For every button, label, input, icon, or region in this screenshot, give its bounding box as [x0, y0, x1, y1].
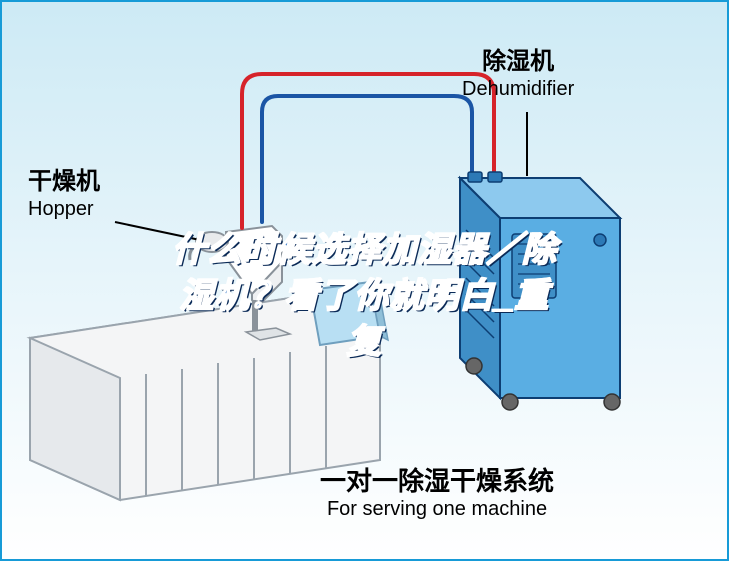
label-system: 一对一除湿干燥系统 For serving one machine: [320, 466, 554, 521]
label-dehumidifier: 除湿机 Dehumidifier: [462, 48, 574, 101]
overlay-title-line1: 什么时候选择加湿器／除: [0, 222, 729, 271]
pipe-port-icon: [468, 172, 482, 182]
pipe-blue: [262, 96, 472, 222]
label-system-cn: 一对一除湿干燥系统: [320, 466, 554, 497]
caster-icon: [604, 394, 620, 410]
overlay-title-line2: 湿机？看了你就明白_重: [0, 268, 729, 317]
pipe-port-icon: [488, 172, 502, 182]
label-system-en: For serving one machine: [320, 497, 554, 521]
label-hopper: 干燥机 Hopper: [28, 168, 100, 221]
label-dehumidifier-en: Dehumidifier: [462, 77, 574, 101]
label-dehumidifier-cn: 除湿机: [462, 48, 574, 77]
overlay-title-line3: 复: [0, 314, 729, 363]
label-hopper-cn: 干燥机: [28, 168, 100, 197]
caster-icon: [502, 394, 518, 410]
label-hopper-en: Hopper: [28, 197, 100, 221]
